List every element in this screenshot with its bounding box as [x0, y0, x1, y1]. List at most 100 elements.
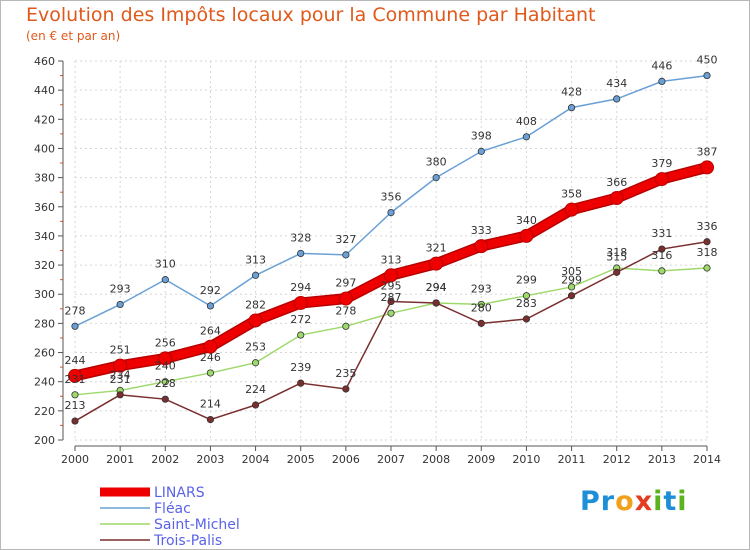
data-point — [387, 309, 395, 317]
data-label: 398 — [471, 129, 492, 142]
chart-title: Evolution des Impôts locaux pour la Comm… — [26, 4, 596, 26]
data-label: 446 — [651, 59, 672, 72]
data-point — [703, 71, 711, 80]
logo-letter: i — [677, 486, 688, 517]
x-tick-label: 2014 — [693, 453, 721, 466]
data-point — [703, 238, 711, 246]
data-point — [658, 245, 666, 253]
data-point — [658, 267, 666, 275]
proxiti-logo: Proxiti — [580, 486, 688, 517]
data-label: 408 — [516, 115, 537, 128]
data-label: 246 — [200, 351, 221, 364]
data-label: 434 — [606, 77, 627, 90]
data-point — [342, 322, 350, 330]
data-point — [71, 417, 79, 425]
legend-label: Saint-Michel — [154, 517, 240, 533]
data-point — [564, 202, 579, 217]
data-label: 387 — [697, 145, 718, 158]
data-point — [206, 369, 215, 377]
data-label: 213 — [65, 399, 86, 412]
data-point — [161, 395, 169, 403]
data-point — [522, 133, 531, 141]
x-tick-label: 2001 — [106, 453, 134, 466]
data-label: 292 — [200, 284, 221, 297]
data-label: 297 — [335, 277, 356, 290]
data-labels: 278 293 310 292 313 328 327 356 380 398 408 428 434 4… — [65, 54, 718, 412]
data-label: 251 — [110, 344, 131, 357]
x-tick-label: 2010 — [512, 453, 540, 466]
data-label: 278 — [335, 304, 356, 317]
y-tick-label: 280 — [34, 317, 55, 330]
data-point — [654, 172, 669, 187]
data-label: 356 — [381, 191, 402, 204]
y-tick-label: 220 — [34, 405, 55, 418]
data-point — [432, 299, 440, 307]
logo-letter: i — [653, 486, 664, 517]
data-label: 231 — [110, 373, 131, 386]
data-label: 228 — [155, 377, 176, 390]
data-label: 333 — [471, 224, 492, 237]
x-tick-label: 2006 — [332, 453, 360, 466]
data-label: 379 — [651, 157, 672, 170]
x-tick-label: 2007 — [377, 453, 405, 466]
data-point — [338, 291, 353, 306]
y-tick-label: 460 — [34, 55, 55, 68]
axes: 200 220 240 260 280 300 320 340 360 380 400 420 440 4… — [34, 55, 721, 466]
data-point — [251, 271, 260, 279]
data-label: 299 — [561, 274, 582, 287]
x-tick-label: 2005 — [287, 453, 315, 466]
data-label: 315 — [606, 250, 627, 263]
data-label: 450 — [697, 54, 718, 67]
data-point — [206, 302, 215, 310]
data-label: 264 — [200, 325, 221, 338]
data-label: 336 — [697, 220, 718, 233]
data-point — [703, 264, 711, 272]
logo-letter: P — [580, 486, 601, 517]
data-point — [251, 359, 260, 367]
data-label: 310 — [155, 258, 176, 271]
data-label: 428 — [561, 86, 582, 99]
data-label: 358 — [561, 188, 582, 201]
y-tick-label: 380 — [34, 172, 55, 185]
data-label: 293 — [110, 282, 131, 295]
x-tick-label: 2011 — [558, 453, 586, 466]
data-point — [477, 319, 485, 327]
x-tick-label: 2012 — [603, 453, 631, 466]
data-point — [567, 292, 576, 300]
series — [68, 71, 714, 425]
data-point — [567, 104, 576, 112]
x-tick-label: 2013 — [648, 453, 676, 466]
x-tick-label: 2002 — [151, 453, 179, 466]
y-tick-label: 240 — [34, 376, 55, 389]
data-point — [158, 351, 173, 366]
data-label: 328 — [290, 231, 311, 244]
data-label: 313 — [381, 253, 402, 266]
data-label: 240 — [155, 360, 176, 373]
x-tick-label: 2008 — [422, 453, 450, 466]
data-point — [387, 297, 395, 306]
data-point — [161, 378, 169, 386]
data-point — [342, 251, 350, 259]
data-point — [429, 256, 444, 271]
logo-letter: r — [600, 486, 616, 517]
data-point — [474, 239, 489, 254]
data-label: 331 — [651, 227, 672, 240]
y-tick-label: 300 — [34, 288, 55, 301]
data-point — [384, 268, 398, 283]
data-point — [113, 358, 128, 373]
y-tick-label: 200 — [34, 434, 55, 447]
data-label: 366 — [606, 176, 627, 189]
legend-label: Fléac — [154, 501, 191, 517]
data-label: 272 — [290, 313, 311, 326]
data-label: 224 — [245, 383, 266, 396]
data-label: 244 — [65, 354, 86, 367]
data-point — [613, 95, 621, 103]
data-point — [342, 385, 350, 393]
data-label: 316 — [651, 249, 672, 262]
data-point — [658, 77, 666, 86]
data-point — [477, 300, 485, 309]
chart-subtitle: (en € et par an) — [26, 29, 121, 43]
data-point — [68, 368, 82, 383]
y-tick-label: 360 — [34, 201, 55, 214]
